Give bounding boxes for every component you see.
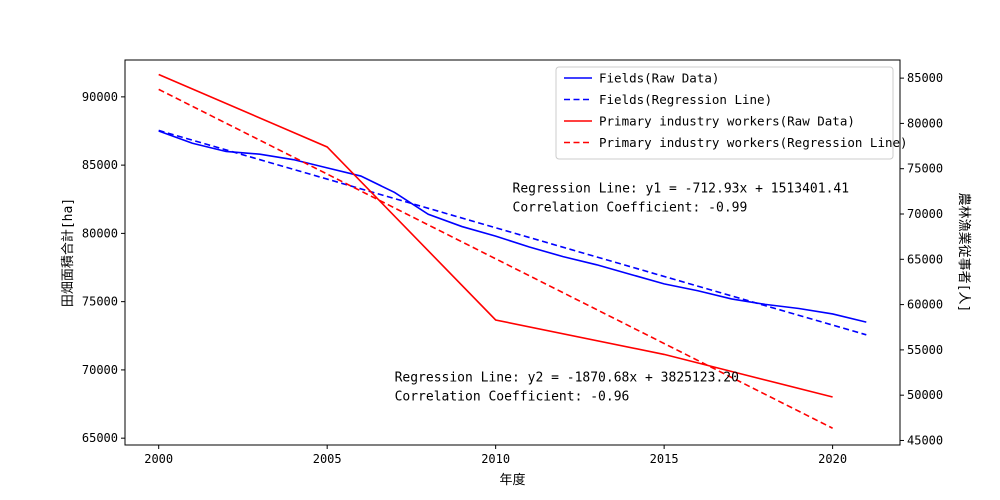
right-y-tick-label: 55000 [907, 343, 943, 357]
series-line-0 [158, 130, 867, 323]
ticks-layer: 2000 2005 2010 2015 2020 65000 70000 75000 80000… [82, 71, 943, 466]
right-y-tick-label: 50000 [907, 388, 943, 402]
x-axis-label: 年度 [499, 472, 525, 488]
right-y-tick-label: 60000 [907, 298, 943, 312]
series-layer [158, 73, 867, 429]
right-y-tick-label: 65000 [907, 252, 943, 266]
left-y-tick-label: 65000 [82, 431, 118, 445]
left-y-tick-label: 80000 [82, 226, 118, 240]
legend-box [555, 66, 894, 160]
series-line-2 [158, 73, 833, 398]
series-line-3 [158, 88, 833, 429]
right-y-axis-label: 農林漁業従事者[人] [956, 193, 972, 313]
x-tick-label: 2000 [144, 452, 173, 466]
right-y-tick-label: 70000 [907, 207, 943, 221]
plot-frame [124, 59, 901, 446]
right-y-tick-label: 80000 [907, 116, 943, 130]
x-tick-label: 2010 [481, 452, 510, 466]
series-line-1 [158, 129, 867, 336]
left-y-tick-label: 85000 [82, 158, 118, 172]
legend-label-2: Primary industry workers(Raw Data) [599, 114, 855, 129]
annotation-fields-line-1: Correlation Coefficient: -0.99 [513, 200, 748, 215]
annotation-fields-line-0: Regression Line: y1 = -712.93x + 1513401… [513, 181, 850, 196]
right-y-tick-label: 85000 [907, 71, 943, 85]
legend: Fields(Raw Data) Fields(Regression Line) P… [555, 66, 908, 160]
legend-label-1: Fields(Regression Line) [599, 92, 772, 107]
left-y-tick-label: 70000 [82, 363, 118, 377]
legend-label-0: Fields(Raw Data) [599, 71, 719, 86]
left-y-tick-label: 75000 [82, 295, 118, 309]
x-tick-label: 2005 [313, 452, 342, 466]
left-y-tick-label: 90000 [82, 90, 118, 104]
x-tick-label: 2015 [650, 452, 679, 466]
right-y-tick-label: 45000 [907, 433, 943, 447]
annotation-workers-line-0: Regression Line: y2 = -1870.68x + 382512… [395, 371, 739, 386]
legend-label-3: Primary industry workers(Regression Line… [599, 135, 908, 150]
left-y-axis-label: 田畑面積合計[ha] [60, 198, 76, 307]
x-tick-label: 2020 [818, 452, 847, 466]
annotation-layer: Regression Line: y1 = -712.93x + 1513401… [395, 181, 849, 404]
annotation-workers-line-1: Correlation Coefficient: -0.96 [395, 390, 630, 405]
right-y-tick-label: 75000 [907, 162, 943, 176]
